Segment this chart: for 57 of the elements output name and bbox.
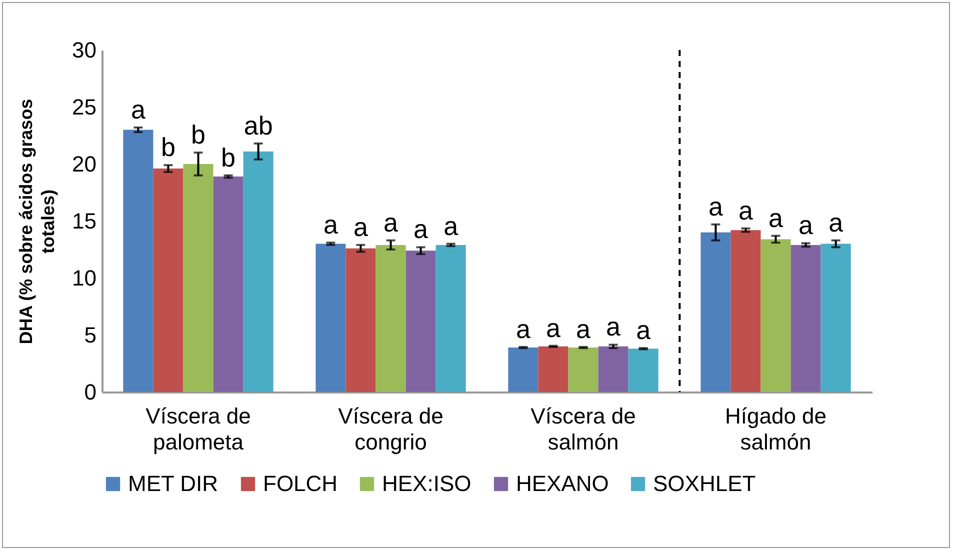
x-tick-label: Hígado de salmón [724, 404, 827, 454]
legend-label: HEX:ISO [382, 471, 472, 496]
data-label: a [768, 202, 784, 233]
bar [730, 230, 761, 392]
bar [153, 168, 184, 392]
bar [790, 244, 821, 392]
bar [820, 244, 851, 392]
legend-label: MET DIR [128, 471, 218, 496]
bar [598, 346, 628, 392]
data-label: a [636, 315, 652, 346]
data-label: a [384, 207, 399, 238]
data-label: b [160, 132, 176, 162]
bar [760, 239, 791, 392]
legend-label: SOXHLET [653, 471, 756, 496]
legend-label: FOLCH [263, 471, 338, 496]
bar [436, 244, 466, 392]
data-label: a [576, 314, 592, 344]
bar [508, 348, 538, 392]
y-tick-label: 10 [72, 266, 96, 290]
bar [183, 164, 214, 392]
x-tick-label: Víscera de congrio [338, 404, 444, 454]
y-tick-label: 30 [72, 38, 96, 62]
y-tick-label: 25 [72, 94, 96, 120]
data-label: b [221, 142, 236, 172]
data-label: a [130, 94, 146, 125]
y-tick-label: 0 [84, 380, 96, 404]
bar [243, 151, 274, 392]
bar [568, 348, 598, 392]
bar [123, 130, 154, 392]
bar [406, 250, 436, 392]
x-tick-label: Víscera de palometa [146, 404, 251, 454]
y-tick-label: 5 [84, 322, 96, 348]
legend-label: HEXANO [516, 471, 609, 496]
data-label: a [353, 212, 368, 242]
data-label: a [708, 191, 724, 222]
y-axis-title: DHA (% sobre ácidos grasos totales) [16, 98, 58, 344]
data-label: a [323, 210, 338, 240]
bar [213, 176, 244, 392]
data-label: a [444, 210, 459, 241]
data-label: a [546, 312, 561, 343]
bar [376, 244, 406, 392]
data-label: a [606, 312, 622, 342]
data-label: a [798, 210, 814, 240]
bar [316, 244, 346, 392]
x-tick-label: Víscera de salmón [530, 404, 636, 454]
bar [700, 232, 731, 392]
bar [628, 348, 658, 392]
y-tick-label: 20 [72, 152, 96, 176]
data-label: a [738, 195, 754, 226]
data-label: ab [244, 110, 273, 140]
data-label: a [828, 207, 844, 238]
data-label: b [191, 120, 206, 150]
bar [346, 248, 376, 392]
y-tick-label: 15 [72, 208, 96, 234]
data-label: a [414, 214, 429, 244]
bar [538, 346, 568, 392]
data-label: a [516, 314, 531, 344]
